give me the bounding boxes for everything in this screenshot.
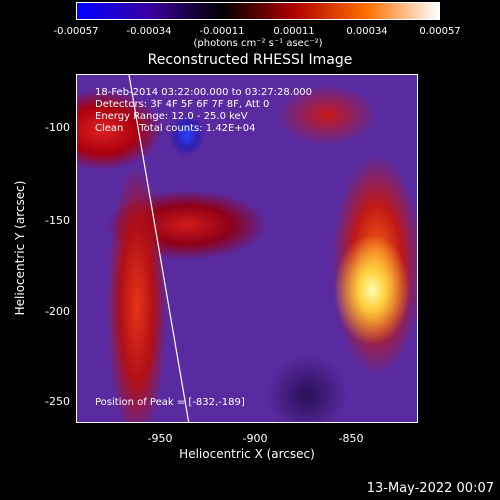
- clean-counts-label: Clean Total counts: 1.42E+04: [95, 123, 256, 134]
- y-tick-label: -150: [45, 214, 70, 227]
- y-tick-label: -200: [45, 305, 70, 318]
- peak-position-label: Position of Peak = [-832,-189]: [95, 397, 245, 408]
- y-axis-label: Heliocentric Y (arcsec): [13, 180, 27, 316]
- x-tick-label: -850: [338, 432, 364, 445]
- datestamp: 13-May-2022 00:07: [366, 481, 494, 496]
- y-tick-label: -100: [45, 121, 70, 134]
- colorbar-tick: 0.00057: [419, 26, 461, 37]
- solar-limb-line: [128, 75, 190, 422]
- colorbar: [76, 2, 440, 20]
- energy-range-label: Energy Range: 12.0 - 25.0 keV: [95, 111, 248, 122]
- rhessi-image: 18-Feb-2014 03:22:00.000 to 03:27:28.000…: [76, 74, 418, 423]
- time-range-label: 18-Feb-2014 03:22:00.000 to 03:27:28.000: [95, 87, 313, 98]
- plot-title: Reconstructed RHESSI Image: [147, 52, 353, 68]
- colorbar-unit-label: (photons cm⁻² s⁻¹ asec⁻²): [193, 38, 323, 49]
- detectors-label: Detectors: 3F 4F 5F 6F 7F 8F, Att 0: [95, 99, 270, 110]
- colorbar-tick: -0.00057: [53, 26, 99, 37]
- colorbar-tick: 0.00034: [346, 26, 388, 37]
- colorbar-tick: 0.00011: [273, 26, 315, 37]
- y-tick-label: -250: [45, 395, 70, 408]
- x-axis-label: Heliocentric X (arcsec): [179, 447, 315, 461]
- x-tick-label: -950: [147, 432, 173, 445]
- colorbar-tick: -0.00011: [199, 26, 245, 37]
- colorbar-tick: -0.00034: [126, 26, 172, 37]
- x-tick-label: -900: [242, 432, 268, 445]
